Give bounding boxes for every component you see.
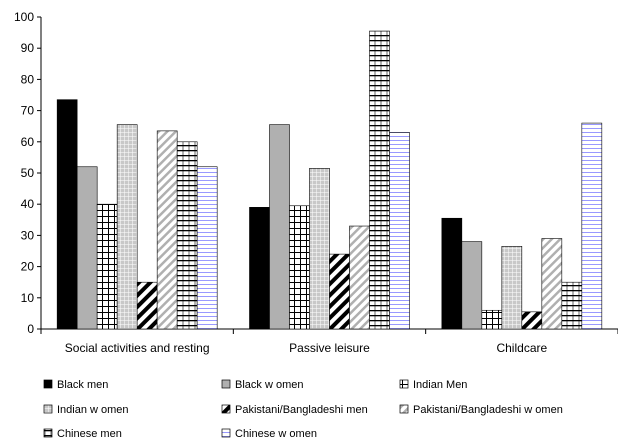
x-category-label: Social activities and resting — [65, 341, 210, 355]
legend-label: Chinese men — [57, 428, 122, 440]
bar — [541, 238, 563, 330]
bar — [581, 122, 603, 330]
bar — [461, 241, 483, 330]
legend: Black men Black w omen Indian Men Indian w … — [43, 379, 563, 440]
x-category-label: Childcare — [496, 341, 547, 355]
legend-label: Chinese w omen — [235, 428, 317, 440]
bar — [176, 141, 198, 330]
y-tick-label: 100 — [14, 10, 34, 24]
bar — [349, 225, 370, 330]
y-tick-label: 70 — [21, 104, 35, 118]
y-tick-label: 90 — [21, 41, 35, 55]
legend-label: Black men — [57, 379, 108, 391]
bar — [501, 246, 523, 330]
legend-label: Pakistani/Bangladeshi w omen — [413, 404, 563, 416]
bar — [116, 124, 138, 330]
bar — [156, 130, 178, 330]
bar — [249, 207, 270, 330]
y-tick-label: 30 — [21, 228, 35, 242]
bar — [289, 205, 310, 330]
legend-swatch — [43, 428, 53, 438]
y-tick-label: 80 — [21, 72, 35, 86]
bars — [56, 30, 603, 330]
bar — [369, 30, 390, 330]
legend-swatch — [221, 379, 231, 389]
legend-swatch — [399, 379, 409, 389]
y-tick-label: 60 — [21, 135, 35, 149]
bar — [269, 124, 290, 330]
y-tick-label: 0 — [27, 322, 34, 336]
legend-swatch — [399, 404, 409, 414]
legend-label: Indian w omen — [57, 404, 129, 416]
bar — [329, 253, 350, 330]
bar — [96, 203, 118, 330]
y-tick-label: 10 — [21, 291, 35, 305]
legend-swatch — [221, 404, 231, 414]
legend-swatch — [43, 379, 53, 389]
bar — [441, 217, 463, 330]
bar — [136, 281, 158, 330]
legend-swatch — [221, 428, 231, 438]
x-category-label: Passive leisure — [289, 341, 370, 355]
legend-swatch — [43, 404, 53, 414]
category-labels: Social activities and resting Passive lei… — [65, 341, 548, 355]
bar — [309, 168, 330, 330]
legend-label: Black w omen — [235, 379, 303, 391]
y-tick-label: 40 — [21, 197, 35, 211]
bar — [196, 166, 218, 330]
bar — [481, 309, 503, 330]
bar — [389, 132, 410, 330]
bar — [76, 166, 98, 330]
bar — [561, 281, 583, 330]
legend-label: Indian Men — [413, 379, 467, 391]
bar — [56, 99, 78, 330]
legend-label: Pakistani/Bangladeshi men — [235, 404, 368, 416]
y-tick-label: 50 — [21, 166, 35, 180]
y-tick-label: 20 — [21, 260, 35, 274]
axes: 0 10 20 30 40 50 60 70 80 90 100 — [14, 10, 618, 336]
bar — [521, 311, 543, 330]
